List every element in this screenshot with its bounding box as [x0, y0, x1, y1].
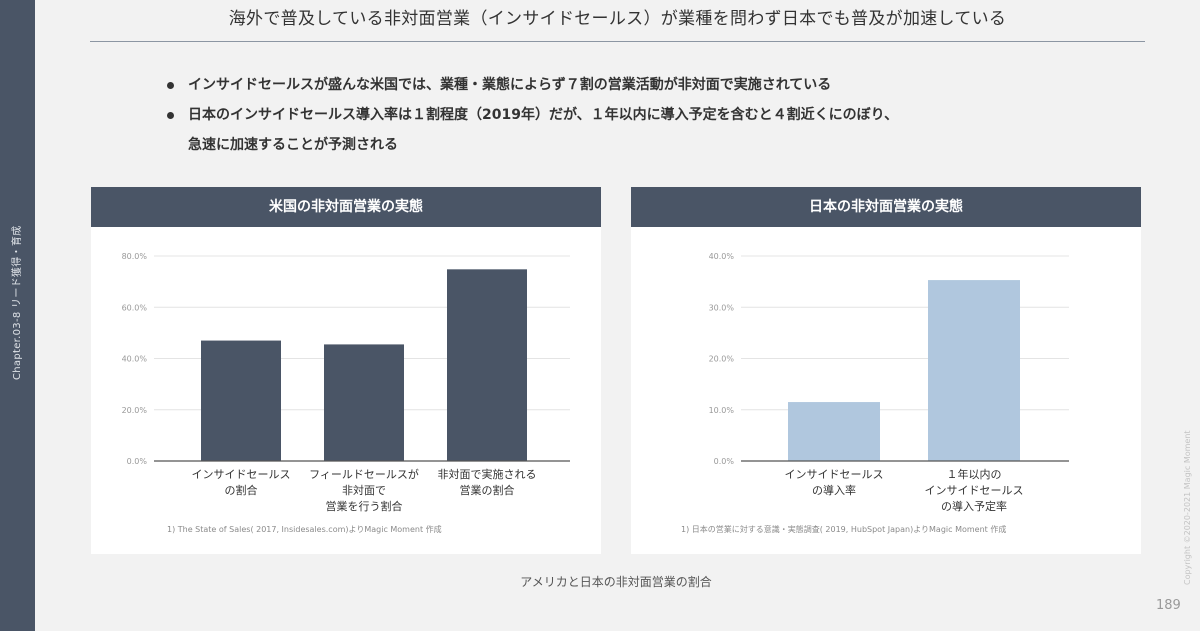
jp-bar — [788, 402, 880, 461]
jp-chart-source: 1) 日本の営業に対する意識・実態調査( 2019, HubSpot Japan… — [681, 525, 1007, 534]
jp-category-label: の導入予定率 — [941, 499, 1007, 513]
us-category-label: の割合 — [225, 483, 258, 497]
jp-y-tick-label: 40.0% — [709, 252, 735, 261]
us-bar — [324, 344, 404, 461]
us-category-label: インサイドセールス — [192, 468, 291, 481]
jp-y-tick-label: 20.0% — [709, 355, 735, 364]
jp-y-tick-label: 0.0% — [714, 457, 735, 466]
bullet-item: インサイドセールスが盛んな米国では、業種・業態によらず７割の営業活動が非対面で実… — [165, 70, 1115, 100]
bullet-continuation: 急速に加速することが予測される — [188, 137, 398, 153]
jp-y-tick-label: 10.0% — [709, 406, 735, 415]
jp-category-label: の導入率 — [812, 483, 856, 497]
us-category-label: 非対面で実施される — [438, 467, 537, 481]
us-y-tick-label: 60.0% — [122, 303, 148, 312]
copyright-notice: Copyright ©2020-2021 Magic Moment — [1183, 430, 1192, 585]
chapter-label: Chapter.03-8 リード獲得・育成 — [12, 225, 23, 380]
title-divider — [90, 41, 1145, 42]
jp-bar-chart: 0.0%10.0%20.0%30.0%40.0%インサイドセールスの導入率１年以… — [709, 252, 1069, 513]
page-title: 海外で普及している非対面営業（インサイドセールス）が業種を問わず日本でも普及が加… — [228, 9, 1007, 29]
jp-category-label: インサイドセールス — [785, 468, 884, 481]
us-chart-source: 1) The State of Sales( 2017, Insidesales… — [167, 525, 442, 534]
us-y-tick-label: 80.0% — [122, 252, 148, 261]
us-bar — [447, 269, 527, 461]
us-y-tick-label: 40.0% — [122, 355, 148, 364]
us-category-label: 営業を行う割合 — [326, 499, 403, 513]
figure-caption: アメリカと日本の非対面営業の割合 — [520, 575, 712, 589]
bullet-item: 日本のインサイドセールス導入率は１割程度（2019年）だが、１年以内に導入予定を… — [165, 100, 1115, 130]
jp-y-tick-label: 30.0% — [709, 303, 735, 312]
us-chart-title: 米国の非対面営業の実態 — [91, 187, 601, 227]
jp-category-label: １年以内の — [947, 467, 1002, 481]
us-y-tick-label: 0.0% — [127, 457, 148, 466]
us-bar — [201, 340, 281, 461]
bullet-list: インサイドセールスが盛んな米国では、業種・業態によらず７割の営業活動が非対面で実… — [165, 70, 1115, 160]
jp-chart-panel: 日本の非対面営業の実態 0.0% 10.0% 20.0% 30.0% 40.0% インサイ… — [631, 187, 1141, 554]
us-category-label: 非対面で — [342, 483, 386, 497]
us-chart-panel: 米国の非対面営業の実態 0.0% 20.0% 40.0% 60.0% 80.0% インサイ… — [91, 187, 601, 554]
us-category-label: 営業の割合 — [460, 483, 515, 497]
jp-category-label: インサイドセールス — [925, 484, 1024, 497]
us-category-label: フィールドセールスが — [309, 467, 419, 481]
us-y-tick-label: 20.0% — [122, 406, 148, 415]
jp-bar — [928, 280, 1020, 461]
sidebar: Chapter.03-8 リード獲得・育成 — [0, 0, 35, 631]
page-number: 189 — [1156, 598, 1181, 613]
jp-chart-title: 日本の非対面営業の実態 — [631, 187, 1141, 227]
